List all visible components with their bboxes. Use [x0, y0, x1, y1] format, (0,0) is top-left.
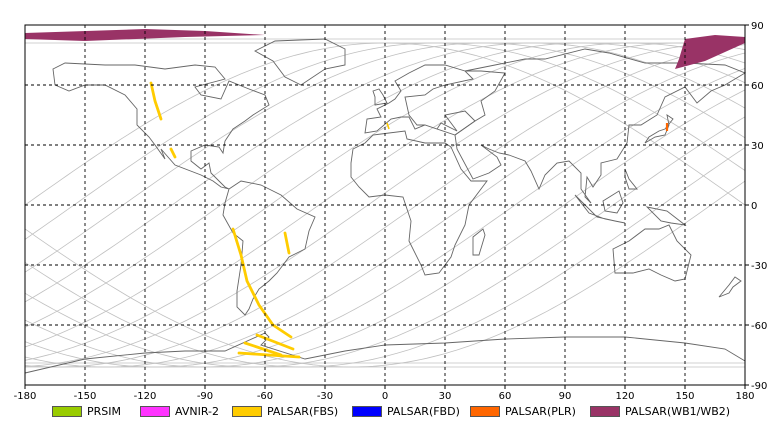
- x-tick-labels: -180 -150 -120 -90 -60 -30 0 30 60 90 120 150 180: [14, 385, 755, 400]
- legend-item-palsar-plr: PALSAR(PLR): [470, 400, 576, 422]
- y-tick-label: 0: [751, 201, 757, 212]
- coastline-new-zealand: [718, 276, 742, 298]
- orbit-track: [24, 180, 746, 368]
- legend-label: PRSIM: [87, 404, 121, 418]
- coastline-britain: [372, 88, 388, 106]
- graticule: [25, 25, 745, 385]
- swath-palsar-fbs: [237, 351, 301, 359]
- swath-palsar-fbs: [169, 147, 177, 159]
- x-tick-label: 60: [499, 391, 512, 400]
- coastline-asia: [454, 48, 747, 204]
- swath-palsar-fbs: [386, 122, 390, 130]
- coastline-japan: [644, 114, 674, 144]
- x-tick-label: -90: [197, 391, 213, 400]
- swath-palsar-fbs: [231, 227, 293, 339]
- legend-item-avnir2: AVNIR-2: [140, 400, 219, 422]
- swath-palsar-wb: [675, 35, 745, 69]
- coastline-philippines: [624, 168, 638, 190]
- legend-label: PALSAR(FBD): [387, 404, 460, 418]
- legend-label: AVNIR-2: [175, 404, 219, 418]
- legend-label: PALSAR(FBS): [267, 404, 339, 418]
- x-tick-label: 30: [439, 391, 452, 400]
- legend-swatch: [590, 405, 620, 417]
- legend-swatch: [352, 405, 382, 417]
- coastline-new-guinea: [645, 206, 687, 226]
- coastline-greenland: [254, 38, 346, 86]
- legend-swatch: [140, 405, 170, 417]
- y-tick-labels: 90 60 30 0 -30 -60 -90: [745, 21, 767, 392]
- x-tick-label: -60: [257, 391, 273, 400]
- coastline-borneo: [602, 190, 624, 214]
- swath-palsar-fbs: [243, 341, 283, 357]
- legend-swatch: [470, 405, 500, 417]
- y-tick-label: -60: [751, 321, 767, 332]
- x-tick-label: -150: [74, 391, 97, 400]
- legend-label: PALSAR(PLR): [505, 404, 576, 418]
- x-tick-label: -180: [14, 391, 37, 400]
- x-tick-label: -30: [317, 391, 333, 400]
- swath-palsar-fbs: [255, 333, 295, 351]
- coastline-australia: [612, 224, 692, 282]
- orbit-tracks: [24, 38, 746, 368]
- coastline-north-america: [52, 62, 270, 190]
- y-tick-label: -90: [751, 381, 767, 392]
- coastline-europe: [364, 64, 476, 136]
- legend-swatch: [52, 405, 82, 417]
- coastline-south-america: [222, 180, 316, 316]
- x-tick-label: 150: [675, 391, 694, 400]
- legend-item-palsar-fbd: PALSAR(FBD): [352, 400, 460, 422]
- orbit-track: [24, 42, 746, 240]
- legend-item-palsar-wb: PALSAR(WB1/WB2): [590, 400, 730, 422]
- y-tick-label: 60: [751, 81, 764, 92]
- legend-item-palsar-fbs: PALSAR(FBS): [232, 400, 338, 422]
- x-tick-label: 0: [382, 391, 388, 400]
- legend-label: PALSAR(WB1/WB2): [625, 404, 731, 418]
- x-tick-label: 90: [559, 391, 572, 400]
- coastline-indonesia: [574, 194, 626, 224]
- world-map: -180 -150 -120 -90 -60 -30 0 30 60 90 120 150 180 90…: [14, 21, 768, 400]
- x-tick-label: 180: [735, 391, 754, 400]
- x-tick-label: 120: [615, 391, 634, 400]
- coastline-madagascar: [472, 228, 486, 256]
- coastline-africa: [350, 130, 488, 276]
- y-tick-label: 30: [751, 141, 764, 152]
- y-tick-label: 90: [751, 21, 764, 32]
- swath-palsar-fbs: [149, 81, 163, 121]
- legend-item-prsim: PRSIM: [52, 400, 121, 422]
- legend-swatch: [232, 405, 262, 417]
- y-tick-label: -30: [751, 261, 767, 272]
- orbit-track: [24, 147, 746, 368]
- swath-palsar-fbs: [283, 231, 291, 255]
- x-tick-label: -120: [134, 391, 157, 400]
- legend: PRSIM AVNIR-2 PALSAR(FBS) PALSAR(FBD) PA…: [0, 400, 770, 422]
